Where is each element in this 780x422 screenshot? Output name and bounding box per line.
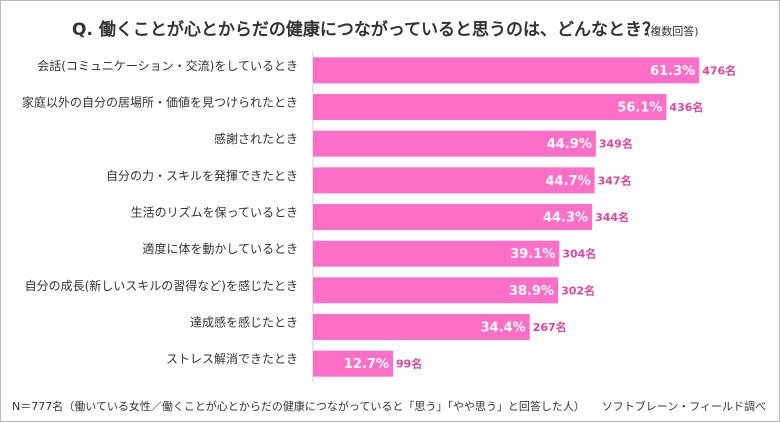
count-label: 304名 xyxy=(562,247,596,261)
count-label: 349名 xyxy=(599,137,633,151)
value-label: 61.3% xyxy=(650,64,695,79)
category-label: 達成感を感じたとき xyxy=(190,315,298,330)
bar xyxy=(313,130,596,157)
count-label: 267名 xyxy=(533,320,567,334)
chart-title: Q. 働くことが心とからだの健康につながっていると思うのは、どんなとき？ xyxy=(72,19,659,40)
bar xyxy=(313,167,595,194)
chart-subtitle: (複数回答) xyxy=(646,24,699,38)
category-label: 感謝されたとき xyxy=(214,131,298,146)
bar xyxy=(313,57,700,84)
category-label: 生活のリズムを保っているとき xyxy=(131,205,298,220)
bar xyxy=(313,277,559,304)
count-label: 476名 xyxy=(702,63,736,77)
footnote: N＝777名（働いている女性／働くことが心とからだの健康につながっていると「思う… xyxy=(12,399,585,413)
category-label: 会話(コミュニケーション・交流)をしているとき xyxy=(37,58,298,73)
category-label: ストレス解消できたとき xyxy=(166,352,298,366)
count-label: 347名 xyxy=(598,173,632,187)
count-label: 99名 xyxy=(396,357,422,371)
category-label: 自分の成長(新しいスキルの習得など)を感じたとき xyxy=(25,278,298,293)
bar xyxy=(313,314,530,340)
category-label: 適度に体を動かしているとき xyxy=(142,241,298,256)
count-label: 344名 xyxy=(595,210,629,224)
bar xyxy=(313,204,593,230)
count-label: 436名 xyxy=(669,100,703,114)
value-label: 44.3% xyxy=(543,211,588,226)
value-label: 44.7% xyxy=(546,174,591,189)
bar xyxy=(313,94,667,120)
category-label: 自分の力・スキルを発揮できたとき xyxy=(106,169,298,183)
value-label: 34.4% xyxy=(481,321,526,336)
category-label: 家庭以外の自分の居場所・価値を見つけられたとき xyxy=(22,95,298,110)
value-label: 39.1% xyxy=(510,247,555,262)
value-label: 12.7% xyxy=(344,357,389,372)
value-label: 44.9% xyxy=(547,137,592,152)
value-label: 56.1% xyxy=(617,101,662,116)
bar xyxy=(313,240,560,267)
count-label: 302名 xyxy=(561,283,595,297)
bar xyxy=(313,350,394,377)
source: ソフトブレーン・フィールド調べ xyxy=(602,399,766,413)
value-label: 38.9% xyxy=(509,284,554,299)
